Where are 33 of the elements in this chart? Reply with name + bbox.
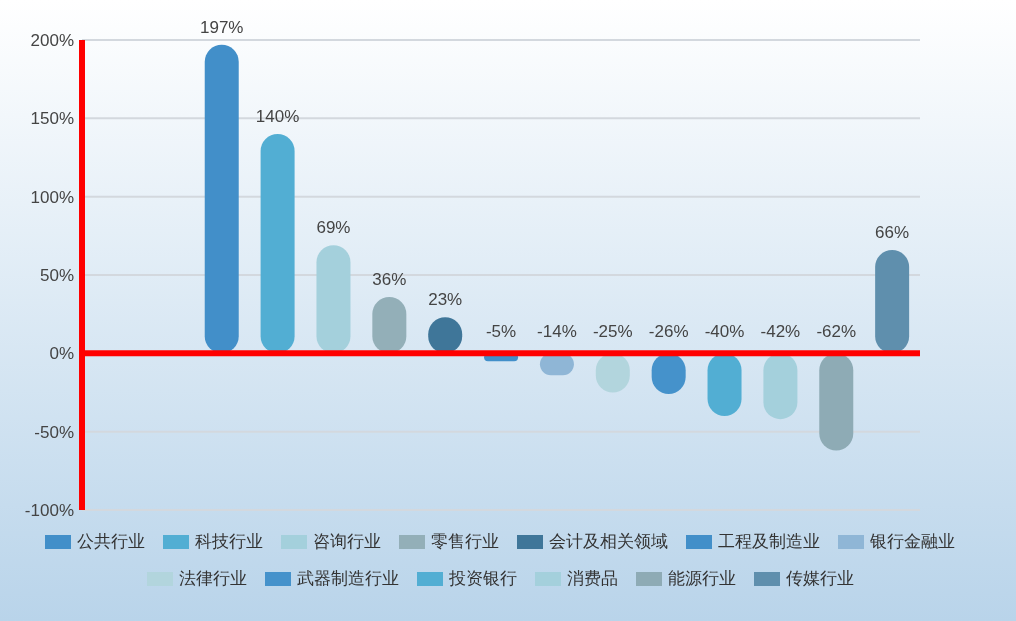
data-label: -40% (704, 322, 745, 342)
data-label: -62% (816, 322, 857, 342)
y-tick-label: 150% (30, 109, 74, 129)
data-label: 140% (255, 107, 300, 126)
legend-label: 零售行业 (431, 531, 499, 553)
y-tick-label: -50% (34, 422, 74, 442)
legend-label: 银行金融业 (870, 531, 955, 553)
data-label: 36% (372, 269, 407, 289)
data-label: -26% (648, 322, 689, 342)
data-label: 66% (875, 222, 910, 242)
legend-label: 武器制造行业 (296, 568, 399, 590)
data-label: -14% (537, 322, 577, 342)
legend-label: 咨询行业 (313, 531, 381, 553)
data-label: -5% (485, 322, 517, 342)
legend-label: 投资银行 (448, 568, 517, 590)
data-label: 23% (428, 290, 463, 310)
y-tick-label: 200% (30, 31, 74, 51)
legend-label: 法律行业 (178, 568, 247, 590)
legend-label: 工程及制造业 (718, 531, 820, 553)
legend-label: 公共行业 (77, 531, 145, 553)
legend-label: 会计及相关领域 (549, 531, 668, 553)
legend-label: 能源行业 (667, 568, 736, 590)
data-label: -25% (592, 322, 633, 342)
data-label: 69% (316, 218, 351, 238)
data-label: 197% (199, 17, 244, 37)
y-tick-label: 0% (49, 344, 74, 364)
legend-label: 科技行业 (195, 531, 263, 553)
data-label: -42% (760, 322, 801, 342)
legend-label: 消费品 (566, 568, 618, 590)
y-tick-label: 100% (30, 187, 74, 207)
y-tick-label: 50% (39, 266, 74, 286)
legend-label: 传媒行业 (785, 568, 854, 590)
y-tick-label: -100% (24, 501, 74, 521)
